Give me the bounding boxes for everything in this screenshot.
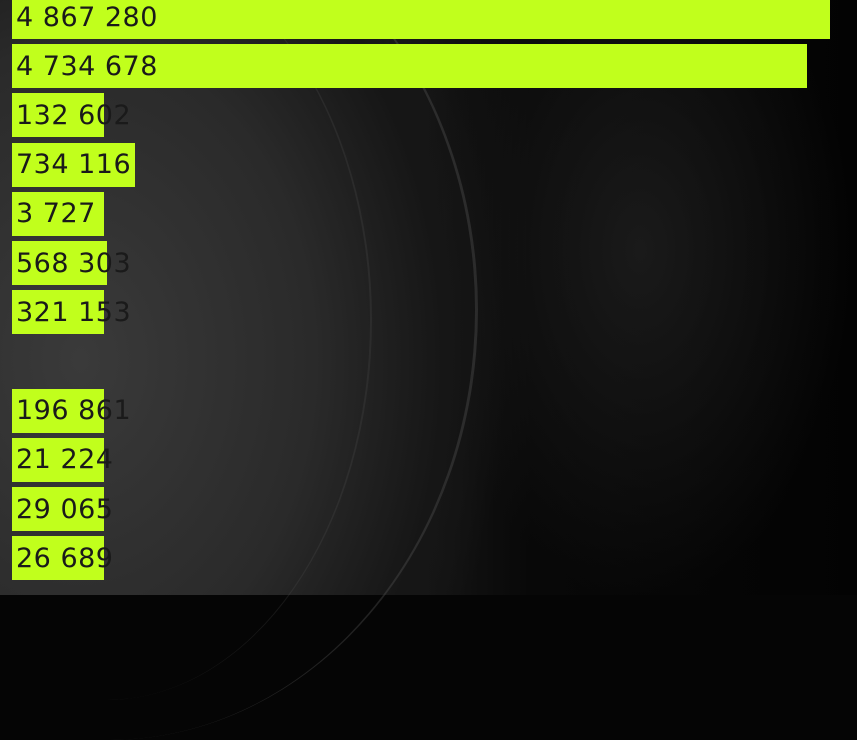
- bar-value-label: 734 116: [16, 149, 132, 181]
- bar-value-label: 196 861: [16, 395, 132, 427]
- bar-value-label: 29 065: [16, 493, 114, 525]
- bar-value-label: 4 867 280: [16, 1, 158, 33]
- bar-value-label: 21 224: [16, 444, 114, 476]
- bar: 568 303: [12, 241, 131, 285]
- bar-chart: 4 867 280 4 734 678 132 602 734 116 3 727 568…: [12, 0, 830, 581]
- bar: 3 727: [12, 191, 104, 236]
- bar-value-label: 4 734 678: [16, 50, 158, 82]
- bar: 734 116: [12, 142, 136, 187]
- bar: 21 224: [12, 437, 113, 482]
- bar: 26 689: [12, 536, 113, 581]
- bar: 321 153: [12, 290, 131, 335]
- bar: 29 065: [12, 487, 113, 531]
- bar: 4 867 280: [12, 0, 830, 39]
- bar-value-label: 3 727: [16, 198, 96, 230]
- bar-value-label: 568 303: [16, 247, 132, 279]
- bar-value-label: 132 602: [16, 99, 132, 131]
- bar-value-label: 26 689: [16, 542, 114, 574]
- bar: 132 602: [12, 93, 131, 138]
- bar: 4 734 678: [12, 44, 808, 89]
- bar-value-label: 321 153: [16, 296, 132, 328]
- bar: 196 861: [12, 388, 131, 433]
